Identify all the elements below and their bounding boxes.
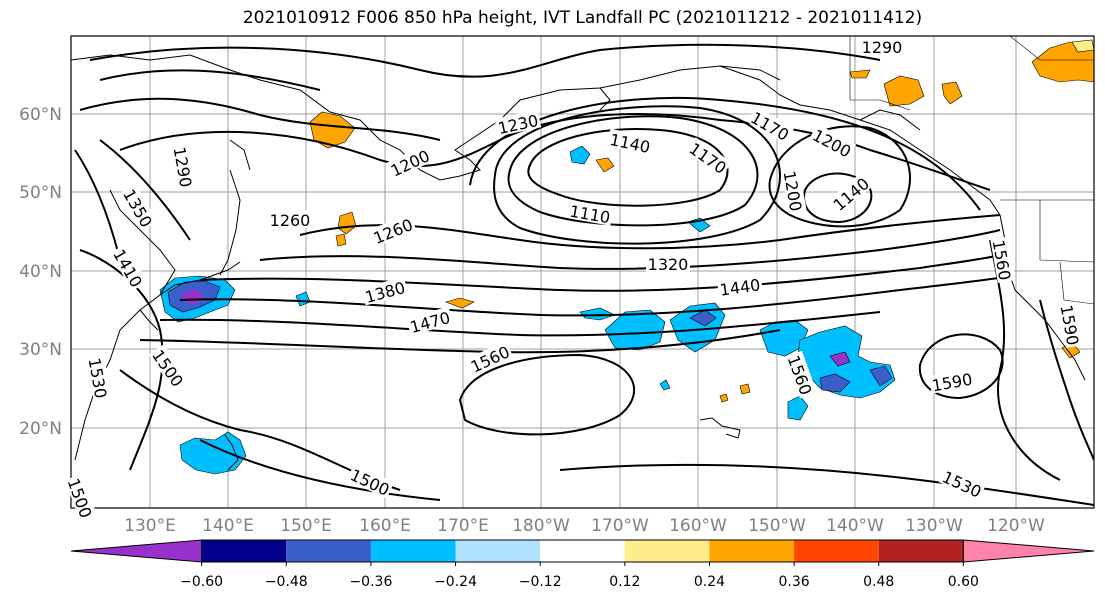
latitude-labels: 60°N 50°N 40°N 30°N 20°N (19, 105, 62, 439)
political-borders (849, 36, 1094, 305)
lat-tick-label: 60°N (19, 105, 62, 125)
lon-tick-label: 170°W (591, 516, 649, 536)
colorbar: −0.60 −0.48 −0.36 −0.24 −0.12 0.12 0.24 0.36 0.4… (70, 539, 1095, 590)
lon-tick-label: 160°E (359, 516, 411, 536)
contour-label-bg (808, 123, 857, 161)
longitude-labels: 130°E 140°E 150°E 160°E 170°E 180°W 170°W 160°W… (124, 516, 1045, 536)
lon-tick-label: 170°E (437, 516, 489, 536)
contour-label-bg (346, 463, 395, 499)
colorbar-segment (624, 540, 710, 562)
contour-label-bg (385, 144, 434, 180)
contour-label-bg (990, 236, 1016, 284)
lon-tick-label: 160°W (669, 516, 727, 536)
colorbar-label: −0.36 (349, 574, 392, 590)
contour-label: 1290 (862, 38, 903, 57)
contour-label-bg (685, 137, 732, 178)
contour-label: 1320 (648, 255, 689, 274)
contour-label-bg (406, 306, 454, 336)
colorbar-label: 0.60 (948, 574, 979, 590)
colorbar-segment (794, 540, 879, 562)
lat-tick-label: 20°N (19, 419, 62, 439)
contour-label-bg (606, 128, 654, 156)
lon-tick-label: 150°W (748, 516, 806, 536)
contour-label-bg (494, 109, 542, 137)
contour-label-bg (860, 37, 904, 55)
contour-label: 1260 (270, 211, 311, 230)
contour-label-bg (827, 172, 873, 215)
contour-label-bg (361, 276, 409, 306)
contour-label-bg (171, 143, 197, 191)
colorbar-label: 0.24 (694, 574, 725, 590)
colorbar-segment (455, 540, 541, 562)
contour-label-bg (938, 465, 987, 501)
ivt-positive-shading (309, 39, 1094, 403)
contour-label-bg (746, 106, 795, 144)
contour-label-bg (465, 340, 514, 376)
contour-label-bg (268, 210, 312, 228)
colorbar-segment (201, 540, 287, 562)
colorbar-label: −0.48 (265, 574, 308, 590)
contour-label-bg (646, 254, 690, 272)
contour-label-bg (110, 243, 148, 292)
lon-tick-label: 140°E (202, 516, 254, 536)
lat-tick-label: 30°N (19, 340, 62, 360)
colorbar-label: −0.60 (180, 574, 223, 590)
contour-label-bg (781, 167, 807, 215)
colorbar-label: 0.12 (609, 574, 640, 590)
colorbar-label: 0.48 (863, 574, 894, 590)
contour-label-bg (64, 473, 97, 522)
lon-tick-label: 140°W (826, 516, 884, 536)
colorbar-label: −0.24 (434, 574, 477, 590)
colorbar-segment (878, 540, 964, 562)
colorbar-segment (370, 540, 456, 562)
colorbar-label: 0.36 (779, 574, 810, 590)
contour-label-bg (1058, 301, 1084, 349)
contour-label-bg (368, 213, 417, 247)
lon-tick-label: 130°E (124, 516, 176, 536)
contour-label-bg (566, 200, 614, 226)
lon-tick-label: 180°W (512, 516, 570, 536)
map-frame (70, 35, 1095, 509)
lat-tick-label: 50°N (19, 183, 62, 203)
colorbar-extend-left (70, 539, 203, 563)
contour-label-bg (928, 368, 976, 394)
lat-tick-label: 40°N (19, 262, 62, 282)
lon-tick-label: 120°W (987, 516, 1045, 536)
colorbar-segment (540, 540, 625, 562)
map-title: 2021010912 F006 850 hPa height, IVT Land… (242, 8, 923, 28)
contour-label-bg (784, 350, 817, 399)
contour-label-bg (86, 354, 112, 402)
colorbar-segment (286, 540, 371, 562)
lon-tick-label: 150°E (280, 516, 332, 536)
contour-label-bg (120, 183, 158, 232)
contour-label-bg (716, 274, 763, 298)
colorbar-outline (201, 539, 964, 563)
colorbar-label: −0.12 (519, 574, 562, 590)
lon-tick-label: 130°W (905, 516, 963, 536)
contour-label-bg (148, 344, 189, 391)
colorbar-segment (709, 540, 795, 562)
colorbar-extend-right (962, 539, 1095, 563)
